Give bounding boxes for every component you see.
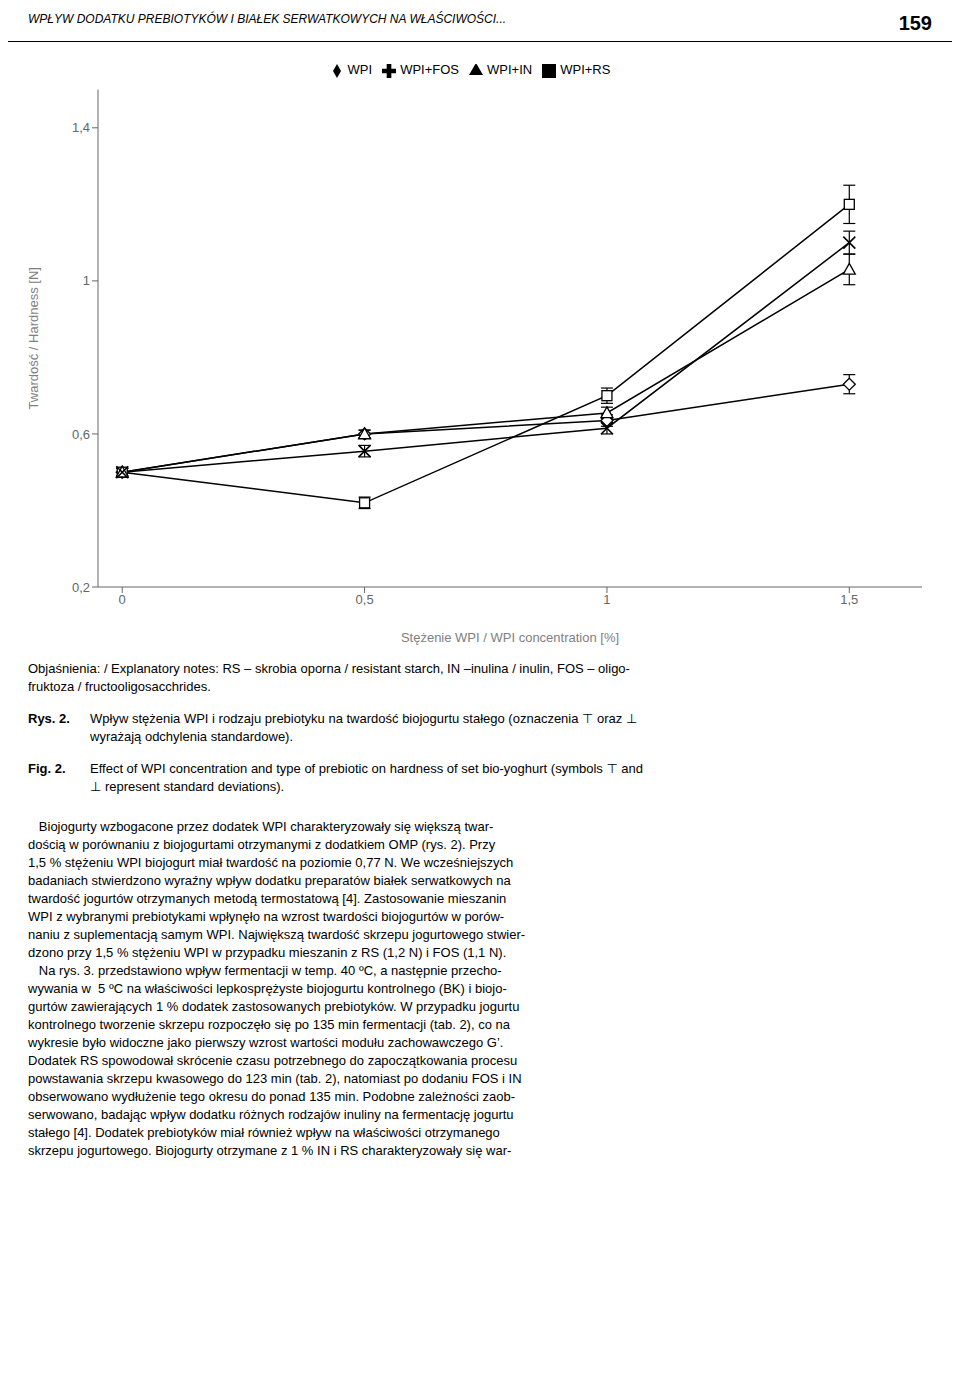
html-text:Effect of WPI concentration an: Effect of WPI concentration and type of … <box>90 761 643 794</box>
svg-text:Stężenie WPI / WPI concentrati: Stężenie WPI / WPI concentration [%] <box>401 630 619 645</box>
html-text:Fig. 2.: Fig. 2. <box>28 761 66 776</box>
html-text:159: 159 <box>898 12 932 34</box>
svg-text:0,5: 0,5 <box>356 592 374 607</box>
html-text:Objaśnienia: / Explanatory not: Objaśnienia: / Explanatory notes: RS – s… <box>28 661 630 676</box>
svg-text:0,6: 0,6 <box>72 427 90 442</box>
html-text:WPI+IN: WPI+IN <box>487 62 533 77</box>
html-text:Biojogurty wzbogacone przez do: Biojogurty wzbogacone przez dodatek WPI … <box>28 819 526 1158</box>
html-text:fruktoza / fructooligosacchrid: fruktoza / fructooligosacchrides. <box>28 679 211 694</box>
html-text:WPI: WPI <box>347 62 373 77</box>
svg-text:1: 1 <box>603 592 610 607</box>
html-text:Rys. 2.: Rys. 2. <box>28 711 70 726</box>
svg-text:1,5: 1,5 <box>840 592 858 607</box>
html-text:WPŁYW DODATKU PREBIOTYKÓW I BI: WPŁYW DODATKU PREBIOTYKÓW I BIAŁEK SERWA… <box>28 12 507 26</box>
html-text:Wpływ stężenia WPI i rodzaju p: Wpływ stężenia WPI i rodzaju prebiotyku … <box>90 711 638 744</box>
html-text:WPI+RS: WPI+RS <box>560 62 611 77</box>
svg-text:0: 0 <box>119 592 126 607</box>
html-text:WPI+FOS: WPI+FOS <box>400 62 459 77</box>
svg-text:0,2: 0,2 <box>72 580 90 595</box>
svg-text:1: 1 <box>83 273 90 288</box>
svg-text:1,4: 1,4 <box>72 120 90 135</box>
svg-text:Twardość / Hardness [N]: Twardość / Hardness [N] <box>26 267 41 409</box>
